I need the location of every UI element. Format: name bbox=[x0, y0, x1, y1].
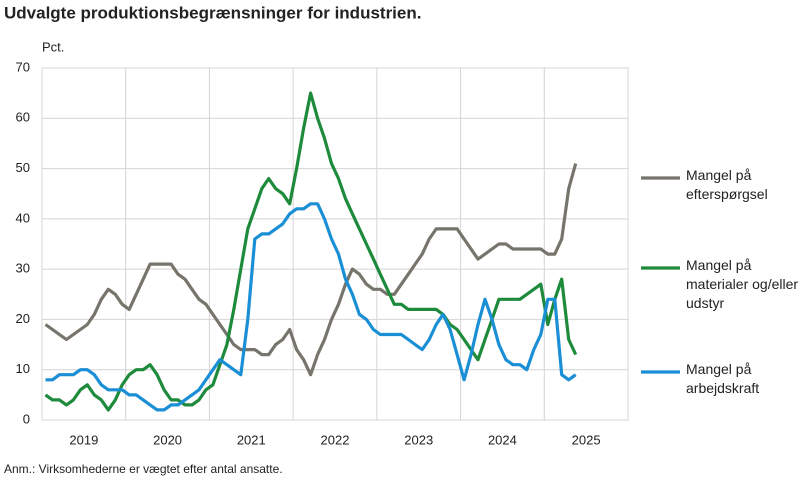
y-tick-label: 50 bbox=[16, 160, 30, 175]
x-tick-label: 2020 bbox=[153, 432, 182, 447]
y-tick-label: 0 bbox=[23, 411, 30, 426]
x-tick-label: 2022 bbox=[321, 432, 350, 447]
y-tick-label: 30 bbox=[16, 261, 30, 276]
x-tick-label: 2025 bbox=[572, 432, 601, 447]
x-tick-label: 2023 bbox=[404, 432, 433, 447]
series-line bbox=[44, 91, 578, 412]
legend-label: Mangel på materialer og/eller udstyr bbox=[686, 257, 799, 311]
legend-label: Mangel på efterspørgsel bbox=[686, 167, 768, 202]
y-tick-label: 20 bbox=[16, 311, 30, 326]
y-axis-label: Pct. bbox=[42, 39, 64, 54]
chart-title: Udvalgte produktionsbegrænsninger for in… bbox=[4, 3, 421, 22]
y-tick-label: 60 bbox=[16, 110, 30, 125]
y-tick-label: 70 bbox=[16, 59, 30, 74]
y-tick-label: 40 bbox=[16, 210, 30, 225]
x-tick-label: 2019 bbox=[69, 432, 98, 447]
y-tick-label: 10 bbox=[16, 361, 30, 376]
note: Anm.: Virksomhederne er vægtet efter ant… bbox=[4, 462, 283, 476]
x-tick-label: 2021 bbox=[237, 432, 266, 447]
legend-label: Mangel på arbejdskraft bbox=[686, 361, 760, 396]
series-line bbox=[44, 163, 578, 377]
series-line bbox=[45, 202, 577, 412]
x-tick-label: 2024 bbox=[488, 432, 517, 447]
